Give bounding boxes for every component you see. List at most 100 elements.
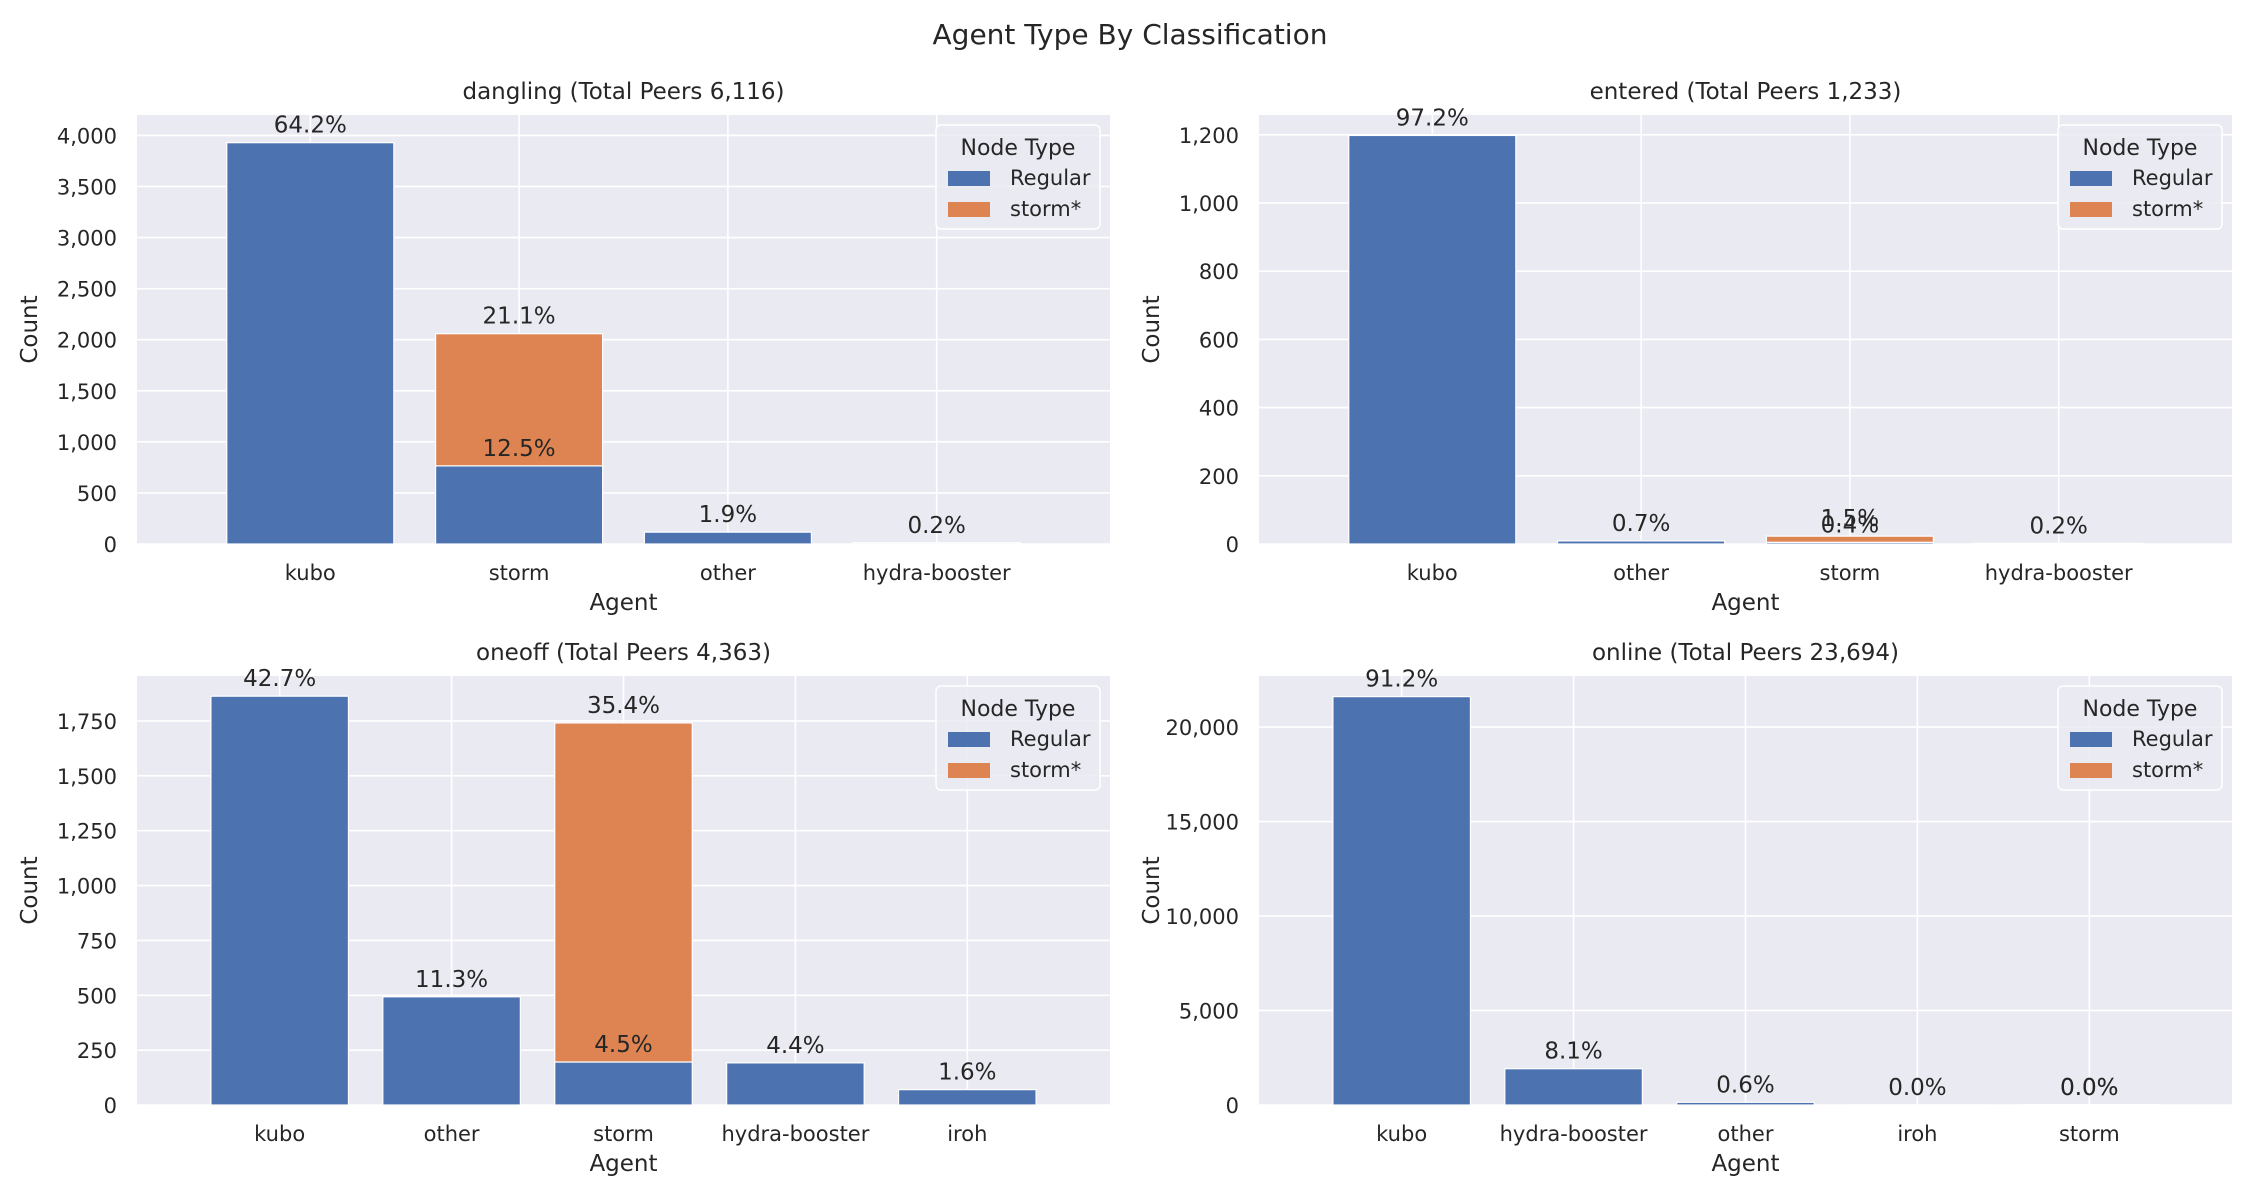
x-tick-label: storm xyxy=(1820,561,1881,585)
y-tick-label: 3,500 xyxy=(57,176,117,200)
data-label: 0.0% xyxy=(2060,1075,2118,1101)
figure-title: Agent Type By Classification xyxy=(933,18,1328,51)
x-tick-label: hydra-booster xyxy=(1985,561,2133,585)
legend-item-label: storm* xyxy=(2132,197,2203,221)
data-label: 0.0% xyxy=(2060,1075,2118,1101)
bar-Regular-iroh xyxy=(1848,1104,1987,1107)
legend-swatch-Regular xyxy=(2070,732,2112,747)
data-label: 1.6% xyxy=(938,1060,996,1086)
legend-swatch-storm xyxy=(948,202,990,217)
data-label: 0.4% xyxy=(1821,512,1879,538)
x-tick-label: other xyxy=(700,561,756,585)
data-label: 1.5% xyxy=(1821,506,1879,532)
y-tick-labels: 0 250 500 750 1,000 1,250 1,500 1,750 xyxy=(57,710,117,1118)
chart-panel-dangling: 64.2% 21.1% 12.5% 1.9% 0.2% 0 500 1,000 1,500 2,0… xyxy=(17,79,1110,616)
y-tick-label: 2,000 xyxy=(57,329,117,353)
bars xyxy=(210,695,1037,1106)
legend-title: Node Type xyxy=(2083,697,2198,722)
x-axis-label: Agent xyxy=(1711,590,1779,616)
legend-item-label: storm* xyxy=(1010,197,1081,221)
y-tick-label: 10,000 xyxy=(1166,905,1239,929)
legend-title: Node Type xyxy=(961,697,1076,722)
y-tick-label: 400 xyxy=(1199,397,1239,421)
legend-swatch-storm xyxy=(2070,202,2112,217)
chart-panel-entered: 97.2% 0.7% 1.5%0.4% 0.2% 0 200 400 600 800 1,000 1… xyxy=(1139,79,2232,616)
data-label: 1.9% xyxy=(699,502,757,528)
x-tick-label: iroh xyxy=(1897,1122,1937,1146)
y-axis-label: Count xyxy=(1139,856,1165,924)
x-tick-labels: kubo other storm hydra-booster iroh xyxy=(254,1122,987,1146)
y-tick-label: 0 xyxy=(1226,533,1239,557)
data-labels: 42.7% 11.3% 35.4% 4.5% 4.4% 1.6% xyxy=(243,666,996,1085)
chart-panel-online: 91.2%8.1%0.6% 0.0% 0.0%0.0%05,00010,00015,… xyxy=(1139,640,2232,1177)
bar-Regular-kubo xyxy=(1332,696,1472,1106)
x-tick-label: storm xyxy=(593,1122,654,1146)
data-label: 0.0% xyxy=(1888,1075,1946,1101)
y-tick-label: 1,500 xyxy=(57,765,117,789)
bar-Regular-hydra-booster xyxy=(1974,542,2143,545)
x-axis-label: Agent xyxy=(589,1151,657,1177)
y-tick-label: 1,250 xyxy=(57,820,117,844)
x-tick-label: hydra-booster xyxy=(721,1122,869,1146)
chart-panels: 64.2% 21.1% 12.5% 1.9% 0.2% 0 500 1,000 1,500 2,0… xyxy=(17,79,2232,1177)
panel-title: oneoff (Total Peers 4,363) xyxy=(476,640,771,666)
y-tick-label: 1,750 xyxy=(57,710,117,734)
bars xyxy=(1332,696,2159,1107)
x-tick-label: hydra-booster xyxy=(863,561,1011,585)
data-label: 64.2% xyxy=(274,113,347,139)
legend: Node Type Regular storm* xyxy=(2057,685,2223,791)
x-tick-labels: kubo hydra-booster other iroh storm xyxy=(1376,1122,2120,1146)
data-label: 35.4% xyxy=(587,693,660,719)
data-label: 21.1% xyxy=(483,304,556,330)
y-tick-label: 3,000 xyxy=(57,227,117,251)
legend-swatch-Regular xyxy=(948,171,990,186)
x-axis-label: Agent xyxy=(589,590,657,616)
y-tick-label: 4,000 xyxy=(57,124,117,148)
x-tick-label: kubo xyxy=(285,561,336,585)
data-label: 42.7% xyxy=(243,666,316,692)
bars xyxy=(1348,134,2143,545)
legend: Node Type Regular storm* xyxy=(935,685,1101,791)
bar-Regular-kubo xyxy=(1348,134,1517,545)
bar-Regular-kubo xyxy=(226,142,395,545)
data-labels: 91.2%8.1%0.6% 0.0% 0.0%0.0% xyxy=(1365,667,2118,1101)
y-tick-label: 15,000 xyxy=(1166,811,1239,835)
y-tick-labels: 0 200 400 600 800 1,000 1,200 xyxy=(1179,124,1239,557)
y-tick-label: 0 xyxy=(1226,1094,1239,1118)
panel-title: online (Total Peers 23,694) xyxy=(1592,640,1899,666)
y-tick-label: 200 xyxy=(1199,465,1239,489)
y-tick-label: 1,000 xyxy=(57,431,117,455)
bar-Regular-storm xyxy=(434,465,604,545)
x-tick-labels: kubo other storm hydra-booster xyxy=(1407,561,2133,585)
legend-item-label: Regular xyxy=(2132,166,2213,190)
y-tick-label: 0 xyxy=(104,533,117,557)
y-tick-label: 500 xyxy=(77,984,117,1008)
y-tick-label: 2,500 xyxy=(57,278,117,302)
bar-Regular-storm xyxy=(554,1061,693,1106)
bar-Regular-other xyxy=(1556,540,1726,545)
panel-title: entered (Total Peers 1,233) xyxy=(1590,79,1902,105)
y-tick-label: 5,000 xyxy=(1179,1000,1239,1024)
bar-Regular-iroh xyxy=(897,1089,1037,1106)
data-label: 4.5% xyxy=(594,1032,652,1058)
data-label: 97.2% xyxy=(1396,105,1469,131)
legend-title: Node Type xyxy=(2083,136,2198,161)
legend: Node Type Regular storm* xyxy=(2057,124,2223,230)
legend: Node Type Regular storm* xyxy=(935,124,1101,230)
bar-storm-storm xyxy=(2019,1104,2159,1107)
data-labels: 97.2% 0.7% 1.5%0.4% 0.2% xyxy=(1396,105,2088,539)
y-tick-label: 800 xyxy=(1199,260,1239,284)
y-tick-label: 750 xyxy=(77,929,117,953)
y-tick-label: 1,000 xyxy=(57,875,117,899)
legend-swatch-Regular xyxy=(948,732,990,747)
y-tick-label: 20,000 xyxy=(1166,716,1239,740)
chart-panel-oneoff: 42.7% 11.3% 35.4% 4.5% 4.4% 1.6% 0 250 500 750 1,0… xyxy=(17,640,1110,1177)
x-tick-label: iroh xyxy=(947,1122,987,1146)
y-tick-label: 1,200 xyxy=(1179,124,1239,148)
bar-Regular-hydra-booster xyxy=(726,1062,865,1106)
legend-title: Node Type xyxy=(961,136,1076,161)
bar-Regular-hydra-booster xyxy=(852,542,1021,545)
x-tick-label: kubo xyxy=(254,1122,305,1146)
data-label: 91.2% xyxy=(1365,667,1438,693)
